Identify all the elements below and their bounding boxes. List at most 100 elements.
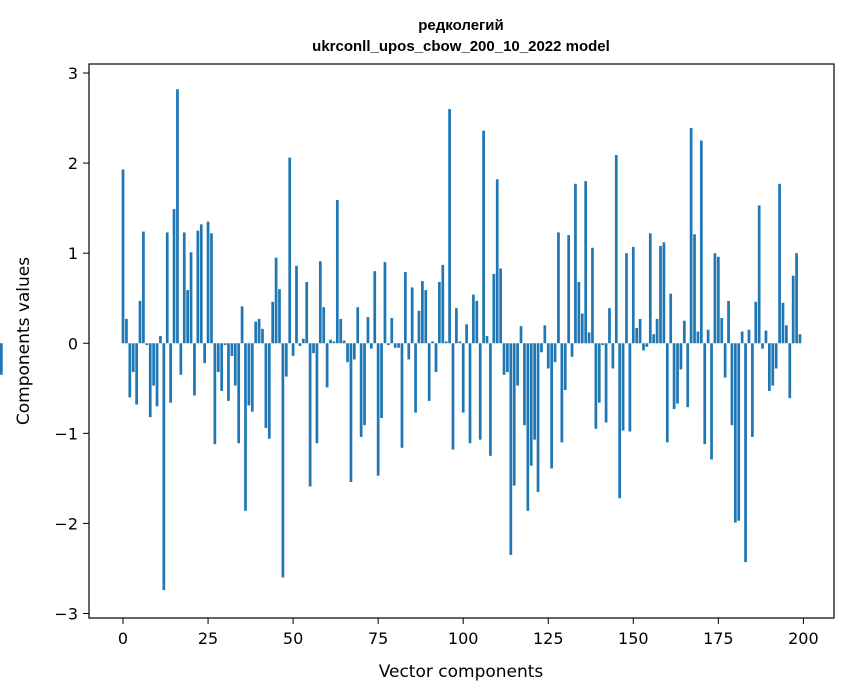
bar (638, 318, 642, 344)
bar (553, 343, 557, 363)
bar (730, 343, 734, 426)
bar (142, 231, 145, 344)
bar (240, 306, 244, 344)
bar (325, 343, 329, 388)
bar (318, 261, 322, 344)
bar (196, 230, 200, 344)
bar (635, 327, 639, 344)
bar (199, 224, 203, 344)
bar (404, 272, 407, 344)
bar (631, 246, 635, 344)
bar (271, 301, 275, 344)
bar (359, 343, 363, 437)
bar (686, 343, 690, 408)
bar (332, 341, 336, 344)
bar (478, 343, 482, 440)
bar (387, 343, 390, 346)
bar (614, 154, 618, 344)
bar (625, 253, 628, 344)
bar (128, 343, 132, 398)
bar (757, 205, 761, 344)
bar (250, 343, 254, 412)
bar (352, 343, 356, 360)
bar (489, 343, 492, 456)
chart-title-line-2: ukrconll_upos_cbow_200_10_2022 model (312, 38, 610, 55)
y-tick-label: 3 (68, 64, 78, 83)
bar (608, 308, 611, 344)
bar (795, 253, 798, 344)
bar (798, 334, 802, 344)
bar (703, 343, 707, 445)
bar (761, 343, 764, 349)
bar (216, 343, 220, 373)
bar (421, 281, 424, 344)
bar (397, 343, 400, 348)
bar (618, 343, 622, 499)
bar (465, 324, 468, 344)
x-axis: 0 25 50 75 100 125 150 175 200 (118, 618, 819, 648)
bar (441, 264, 445, 344)
bar (182, 232, 186, 344)
bar (220, 343, 224, 391)
y-axis: −3 −2 −1 0 1 2 3 (54, 64, 89, 623)
y-tick-label: 1 (68, 244, 78, 263)
bar (591, 247, 594, 344)
bar (165, 232, 169, 344)
bar (407, 343, 411, 360)
bar (679, 343, 683, 370)
bar (281, 343, 285, 578)
bar (284, 343, 288, 377)
bar (125, 318, 128, 344)
bar (519, 326, 523, 344)
bar (227, 343, 230, 401)
bar (546, 343, 550, 369)
bar (516, 343, 519, 386)
x-tick-label: 25 (198, 629, 218, 648)
bar (393, 343, 397, 348)
bar (373, 271, 377, 344)
bar (155, 343, 159, 407)
y-tick-label: 0 (68, 334, 78, 353)
bar (237, 343, 241, 444)
bar (189, 252, 193, 344)
bar (642, 343, 645, 351)
bar (751, 343, 754, 437)
bar (716, 256, 720, 344)
bar (257, 318, 261, 344)
bar (645, 343, 649, 347)
bar (785, 325, 788, 344)
bar (669, 293, 673, 344)
bar (254, 321, 258, 344)
bar (720, 318, 724, 344)
bar (186, 290, 190, 344)
bar (737, 343, 741, 521)
bar (145, 343, 149, 346)
bar (0, 343, 3, 375)
bar (264, 343, 268, 428)
bar (699, 140, 703, 344)
bar (611, 343, 615, 369)
bar (176, 89, 179, 344)
bar (672, 343, 676, 410)
bar (628, 343, 632, 432)
bar (162, 343, 166, 591)
bar (376, 343, 380, 476)
bar (424, 290, 428, 344)
bar (179, 343, 183, 375)
bar (754, 301, 758, 344)
bar (485, 336, 489, 344)
bar (210, 233, 213, 344)
bar (774, 343, 778, 369)
bar (771, 343, 775, 386)
bar-series (0, 89, 802, 591)
bar (230, 343, 234, 356)
bar (791, 275, 795, 344)
bar (444, 341, 448, 344)
bar (291, 343, 295, 356)
bar (570, 343, 574, 357)
bar (431, 341, 434, 344)
bar (768, 343, 771, 391)
bar (710, 343, 713, 460)
